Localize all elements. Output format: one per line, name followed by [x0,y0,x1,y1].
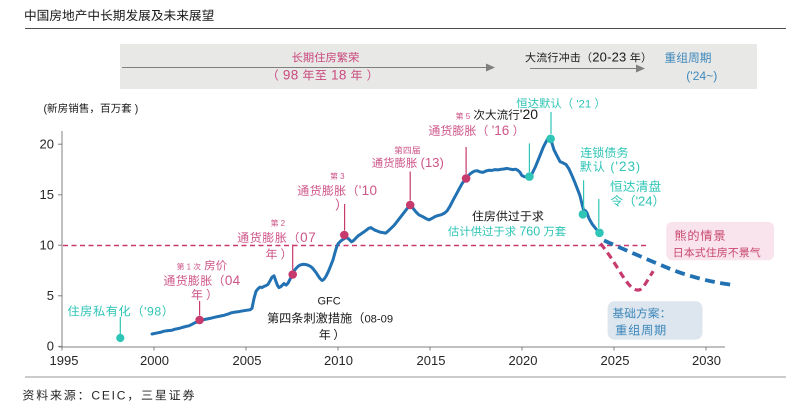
svg-text:年）: 年） [191,288,221,302]
svg-text:GFC: GFC [317,295,340,307]
svg-text:年）: 年） [265,248,295,262]
svg-text:第四届: 第四届 [394,146,420,156]
svg-text:年）: 年） [319,328,348,342]
svg-text:长期住房繁荣: 长期住房繁荣 [292,52,360,65]
svg-text:第 1 次 房价: 第 1 次 房价 [177,259,228,272]
svg-text:默认 ('23): 默认 ('23) [580,159,641,174]
svg-text:第 2: 第 2 [270,219,285,228]
svg-text:通货膨胀（ '16 ）: 通货膨胀（ '16 ） [428,123,524,138]
svg-text:('24~): ('24~) [686,69,717,83]
svg-text:熊的情景: 熊的情景 [674,229,726,243]
svg-text:日本式住房不景气: 日本式住房不景气 [673,246,761,259]
svg-text:资料来源：CEIC，三星证券: 资料来源：CEIC，三星证券 [22,389,196,403]
svg-text:2010: 2010 [324,353,353,368]
svg-text:中国房地产中长期发展及未来展望: 中国房地产中长期发展及未来展望 [24,9,214,23]
svg-text:恒达清盘: 恒达清盘 [610,180,662,194]
svg-text:通货膨胀（07: 通货膨胀（07 [237,230,316,245]
svg-text:1995: 1995 [50,353,79,368]
svg-text:20: 20 [40,137,54,152]
svg-text:重组周期: 重组周期 [615,323,667,337]
svg-text:住房供过于求: 住房供过于求 [472,210,544,224]
svg-text:估计供过于求 760 万套: 估计供过于求 760 万套 [448,225,567,239]
svg-text:第 5 次大流行'20: 第 5 次大流行'20 [456,106,539,122]
svg-text:2005: 2005 [233,353,262,368]
svg-text:大流行冲击（20-23 年）: 大流行冲击（20-23 年） [525,50,652,65]
svg-text:令（'24）: 令（'24） [610,194,665,209]
svg-text:5: 5 [47,288,54,303]
svg-text:通货膨胀（04: 通货膨胀（04 [163,273,240,288]
svg-text:2025: 2025 [601,353,630,368]
svg-text:第 3: 第 3 [330,172,345,181]
svg-text:第四条刺激措施（08-09: 第四条刺激措施（08-09 [267,312,393,326]
svg-text:(新房销售，百万套 ): (新房销售，百万套 ) [44,103,139,115]
svg-text:2030: 2030 [692,353,721,368]
svg-text:通货膨胀（'10: 通货膨胀（'10 [297,183,377,198]
svg-text:0: 0 [47,339,54,354]
svg-text:）: ） [335,198,348,213]
svg-text:重组周期: 重组周期 [664,51,711,65]
svg-text:2020: 2020 [509,353,538,368]
svg-text:连锁债务: 连锁债务 [580,146,628,160]
svg-text:15: 15 [40,187,54,202]
svg-text:基础方案：: 基础方案： [612,307,671,321]
svg-text:（ 98 年至 18 年 ）: （ 98 年至 18 年 ） [267,68,379,83]
svg-text:恒达默认（ '21 ）: 恒达默认（ '21 ） [516,97,606,110]
svg-text:通货膨胀 (13): 通货膨胀 (13) [372,155,444,170]
svg-text:住房私有化（'98）: 住房私有化（'98） [67,304,174,318]
svg-text:10: 10 [40,238,54,253]
svg-text:2015: 2015 [417,353,446,368]
svg-text:2000: 2000 [140,353,169,368]
